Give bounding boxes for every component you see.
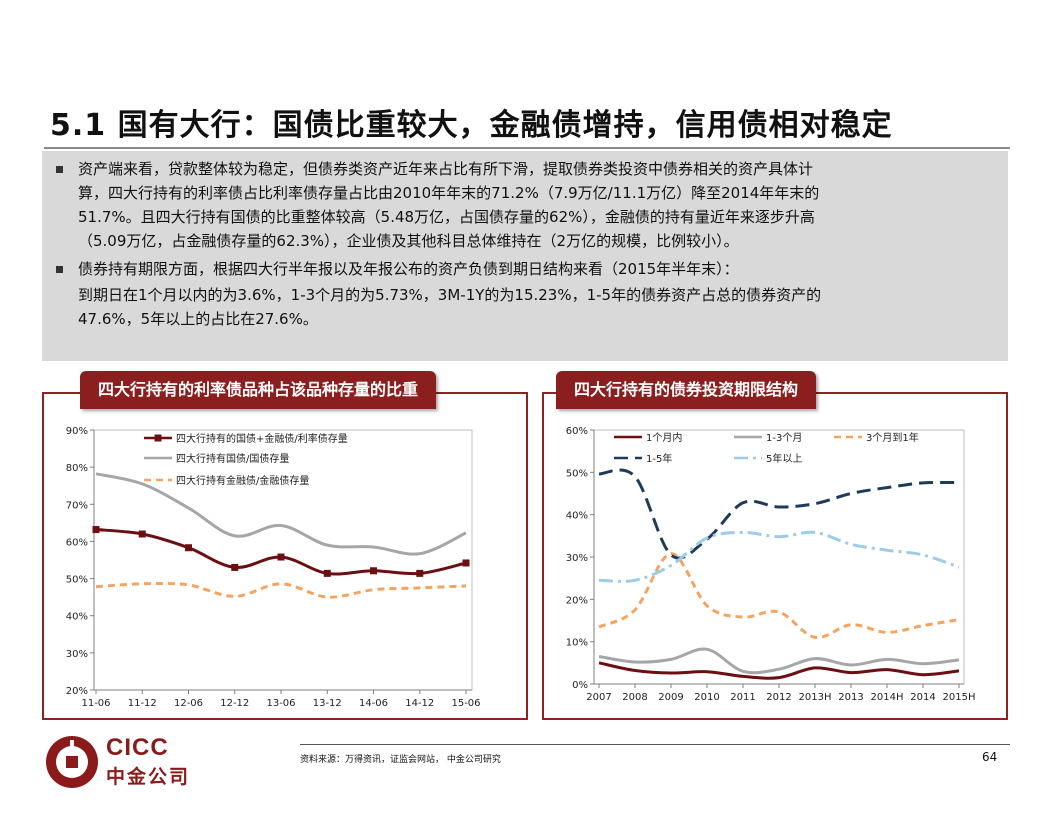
- series-line-2: [95, 472, 467, 556]
- data-point-marker: [277, 553, 285, 561]
- y-tick-label: 90%: [66, 426, 88, 437]
- data-point-marker: [323, 569, 331, 577]
- y-tick-label: 50%: [66, 575, 88, 586]
- y-tick-label: 30%: [66, 649, 88, 660]
- data-point-marker: [138, 530, 146, 538]
- summary-bullet-2: 债券持有期限方面，根据四大行半年报以及年报公布的资产负债到期日结构来看（2015…: [56, 257, 994, 281]
- title-divider: [44, 147, 1010, 149]
- left-chart-title: 四大行持有的利率债品种占该品种存量的比重: [80, 371, 437, 409]
- series-line-1: [95, 528, 467, 576]
- data-point-marker: [185, 544, 192, 552]
- source-note: 资料来源：万得资讯，证监会网站， 中金公司研究: [300, 755, 501, 765]
- legend-label: 1个月内: [646, 431, 682, 444]
- data-point-marker: [462, 559, 470, 567]
- series-line-1: [598, 661, 960, 680]
- x-tick-label: 12-12: [220, 698, 249, 709]
- x-tick-label: 2014H: [871, 692, 904, 703]
- x-tick-label: 2010: [694, 692, 719, 703]
- summary-line: 到期日在1个月以内的为3.6%，1-3个月的为5.73%，3M-1Y的为15.2…: [78, 286, 822, 304]
- x-tick-label: 11-12: [128, 698, 157, 709]
- x-tick-label: 14-12: [405, 698, 434, 709]
- data-point-marker: [92, 526, 100, 534]
- x-tick-label: 2009: [658, 692, 683, 703]
- y-tick-label: 60%: [66, 537, 88, 548]
- x-tick-label: 12-06: [174, 698, 203, 709]
- summary-line: 债券持有期限方面，根据四大行半年报以及年报公布的资产负债到期日结构来看（2015…: [78, 260, 739, 278]
- x-tick-label: 2007: [586, 692, 611, 703]
- legend-label: 四大行持有金融债/金融债存量: [176, 474, 309, 487]
- x-tick-label: 13-06: [266, 698, 295, 709]
- series-line-3: [95, 581, 467, 599]
- right-chart-title: 四大行持有的债券投资期限结构: [556, 371, 817, 409]
- x-tick-label: 2011: [730, 692, 755, 703]
- legend-label: 3个月到1年: [866, 431, 919, 444]
- logo-text-en: CICC: [106, 734, 169, 761]
- bullet-square-icon: [56, 166, 63, 173]
- y-tick-label: 20%: [566, 595, 588, 606]
- summary-bullet-1: 资产端来看，贷款整体较为稳定，但债券类资产近年来占比有所下滑，提取债券类投资中债…: [56, 157, 994, 253]
- x-tick-label: 15-06: [451, 698, 480, 709]
- series-line-4: [598, 468, 960, 560]
- x-tick-label: 11-06: [81, 698, 110, 709]
- series-line-5: [598, 530, 960, 583]
- summary-line: 算，四大行持有的利率债占比利率债存量占比由2010年年末的71.2%（7.9万亿…: [78, 184, 820, 202]
- data-point-marker: [231, 563, 239, 571]
- legend-label: 四大行持有国债/国债存量: [176, 452, 289, 465]
- y-tick-label: 20%: [66, 686, 88, 697]
- slide-title: 5.1 国有大行：国债比重较大，金融债增持，信用债相对稳定: [50, 108, 893, 143]
- cicc-logo-icon: [46, 736, 98, 788]
- x-tick-label: 2014: [910, 692, 935, 703]
- y-tick-label: 70%: [66, 500, 88, 511]
- x-tick-label: 2012: [766, 692, 791, 703]
- y-tick-label: 60%: [566, 426, 588, 437]
- footer-divider: [300, 744, 1010, 745]
- legend-label: 四大行持有的国债+金融债/利率债存量: [176, 432, 348, 445]
- x-tick-label: 2015H: [943, 692, 976, 703]
- summary-bullet-2-detail: 到期日在1个月以内的为3.6%，1-3个月的为5.73%，3M-1Y的为15.2…: [56, 283, 994, 331]
- legend-label: 1-3个月: [766, 432, 802, 444]
- y-tick-label: 40%: [566, 511, 588, 522]
- data-point-marker: [416, 569, 424, 577]
- page-number: 64: [982, 750, 998, 764]
- y-tick-label: 40%: [66, 612, 88, 623]
- left-chart: 90% 80% 70% 60% 50% 40% 30% 20%11-06 11-12 12-06 1…: [66, 426, 481, 709]
- data-point-marker: [370, 567, 377, 575]
- legend-label: 1-5年: [646, 452, 672, 465]
- bullet-square-icon: [56, 266, 63, 273]
- legend-label: 5年以上: [766, 452, 802, 465]
- summary-line: 51.7%。且四大行持有国债的比重整体较高（5.48万亿，占国债存量的62%），…: [78, 208, 815, 226]
- x-tick-label: 13-12: [313, 698, 342, 709]
- y-tick-label: 0%: [572, 680, 588, 691]
- summary-line: 资产端来看，贷款整体较为稳定，但债券类资产近年来占比有所下滑，提取债券类投资中债…: [78, 160, 814, 178]
- right-chart: 60% 50% 40% 30% 20% 10% 0%2007 2008 2009 2010 2011…: [566, 426, 976, 703]
- y-tick-label: 80%: [66, 463, 88, 474]
- y-tick-label: 50%: [566, 468, 588, 479]
- x-tick-label: 14-06: [359, 698, 388, 709]
- y-tick-label: 30%: [566, 553, 588, 564]
- series-line-2: [598, 647, 960, 675]
- x-tick-label: 2013: [838, 692, 863, 703]
- x-tick-label: 2013H: [799, 692, 832, 703]
- summary-line: 47.6%，5年以上的占比在27.6%。: [78, 310, 318, 328]
- summary-line: （5.09万亿，占金融债存量的62.3%），企业债及其他科目总体维持在（2万亿的…: [78, 232, 739, 250]
- summary-panel: 资产端来看，贷款整体较为稳定，但债券类资产近年来占比有所下滑，提取债券类投资中债…: [42, 151, 1008, 361]
- series-line-3: [598, 552, 960, 640]
- legend-marker: [154, 434, 162, 442]
- y-tick-label: 10%: [566, 638, 588, 649]
- logo-text-cn: 中金公司: [106, 766, 191, 788]
- x-tick-label: 2008: [622, 692, 647, 703]
